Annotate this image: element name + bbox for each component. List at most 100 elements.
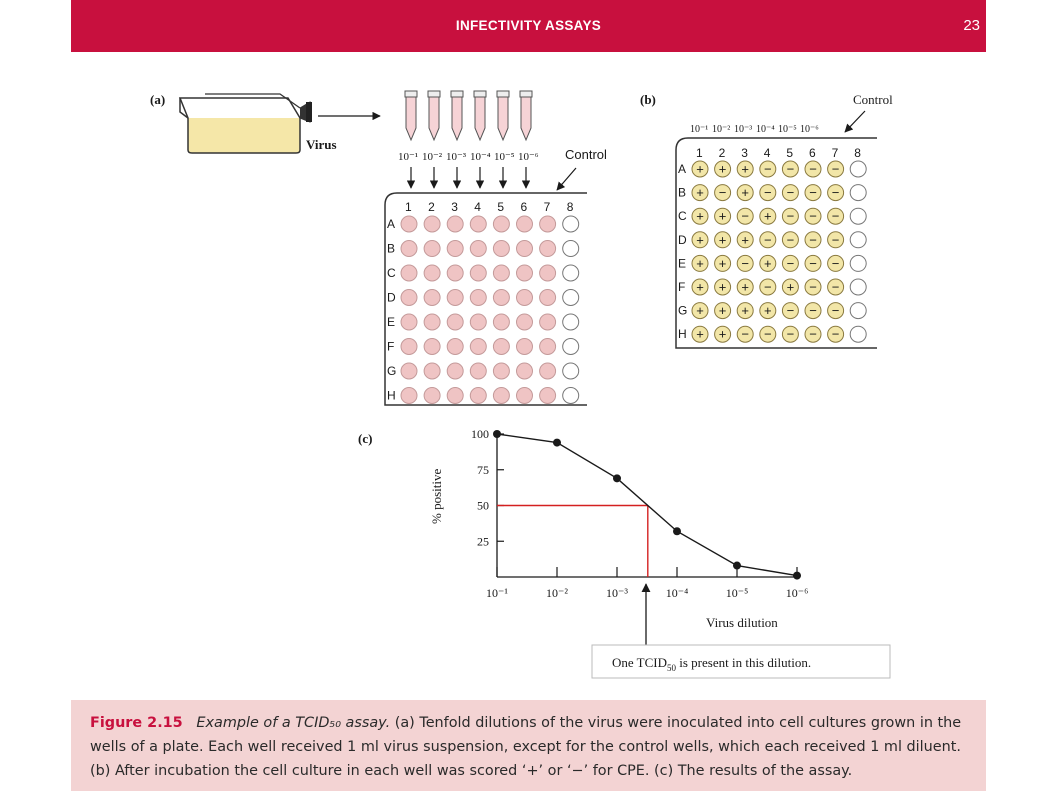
dilution-labels-a: 10⁻¹ 10⁻² 10⁻³ 10⁻⁴ 10⁻⁵ 10⁻⁶ — [398, 151, 539, 163]
well — [446, 264, 464, 282]
well — [423, 215, 441, 233]
negative-mark: − — [832, 327, 840, 342]
positive-mark: + — [719, 162, 727, 177]
row-label: D — [387, 291, 396, 305]
tube-group — [404, 90, 533, 142]
well — [714, 207, 732, 225]
caption-box: Figure 2.15 Example of a TCID₅₀ assay. (… — [71, 700, 986, 791]
column-label: 4 — [474, 200, 481, 214]
dilution-label: 10⁻³ — [446, 151, 467, 163]
column-label: 3 — [451, 200, 458, 214]
well — [492, 313, 510, 331]
page-header: INFECTIVITY ASSAYS 23 — [71, 0, 986, 52]
well — [714, 184, 732, 202]
caption-label: Figure 2.15 — [90, 715, 183, 731]
well — [804, 184, 822, 202]
well — [446, 313, 464, 331]
well — [827, 207, 845, 225]
well — [691, 254, 709, 272]
positive-mark: + — [696, 162, 704, 177]
well — [516, 338, 533, 355]
well — [827, 302, 845, 320]
tube-icon — [427, 90, 441, 142]
y-tick-label: 75 — [477, 463, 489, 477]
positive-mark: + — [719, 232, 727, 247]
well — [516, 387, 533, 404]
well — [849, 302, 867, 320]
annotation-suffix: is present in this dilution. — [676, 655, 811, 670]
positive-mark: + — [741, 303, 749, 318]
y-tick-label: 25 — [477, 534, 489, 548]
x-tick-label: 10⁻¹ — [486, 586, 508, 600]
well — [736, 254, 754, 272]
well — [446, 338, 464, 355]
negative-mark: − — [787, 256, 795, 271]
well — [804, 231, 822, 249]
well — [759, 231, 777, 249]
panel-a-label: (a) — [150, 92, 165, 107]
positive-mark: + — [696, 232, 704, 247]
column-label: 7 — [544, 200, 551, 214]
well — [446, 289, 464, 306]
x-tick-label: 10⁻⁴ — [666, 586, 689, 600]
x-tick-label: 10⁻² — [546, 586, 568, 600]
well — [423, 264, 441, 282]
y-tick-label: 50 — [477, 499, 489, 513]
well — [539, 387, 557, 404]
well — [781, 207, 799, 225]
dilution-labels-b: 10⁻¹ 10⁻² 10⁻³ 10⁻⁴ 10⁻⁵ 10⁻⁶ — [690, 124, 819, 135]
well — [781, 231, 799, 249]
column-label: 7 — [832, 146, 839, 160]
well — [539, 338, 557, 355]
well — [492, 362, 510, 380]
well — [714, 278, 732, 296]
negative-mark: − — [809, 232, 817, 247]
data-point — [673, 527, 681, 536]
positive-mark: + — [719, 209, 727, 224]
negative-mark: − — [832, 209, 840, 224]
row-label: E — [387, 315, 395, 329]
positive-mark: + — [696, 280, 704, 295]
well — [539, 240, 557, 257]
negative-mark: − — [809, 209, 817, 224]
well — [446, 215, 464, 233]
plate-a-outline — [384, 192, 587, 406]
positive-mark: + — [696, 185, 704, 200]
well — [759, 184, 777, 202]
negative-mark: − — [832, 162, 840, 177]
dilution-label: 10⁻⁴ — [470, 151, 491, 163]
dilution-label: 10⁻⁶ — [518, 151, 539, 163]
well — [691, 278, 709, 296]
column-label: 1 — [405, 200, 412, 214]
positive-mark: + — [696, 327, 704, 342]
well — [736, 278, 754, 296]
dilution-label: 10⁻⁵ — [494, 151, 515, 163]
positive-mark: + — [764, 303, 772, 318]
row-label: E — [678, 256, 686, 270]
well — [759, 160, 777, 178]
well — [400, 387, 418, 404]
negative-mark: − — [832, 185, 840, 200]
well — [539, 264, 557, 282]
negative-mark: − — [764, 185, 772, 200]
well — [781, 325, 799, 343]
figure-caption: Figure 2.15 Example of a TCID₅₀ assay. (… — [90, 711, 970, 783]
row-label: C — [387, 266, 396, 280]
row-label: C — [678, 209, 687, 223]
negative-mark: − — [787, 327, 795, 342]
well — [562, 215, 580, 233]
well — [423, 387, 441, 404]
column-label: 2 — [719, 146, 726, 160]
well — [714, 254, 732, 272]
negative-mark: − — [832, 303, 840, 318]
data-point — [553, 438, 561, 447]
well — [562, 313, 580, 331]
well — [759, 254, 777, 272]
well — [849, 207, 867, 225]
control-arrow-a — [556, 167, 577, 191]
well — [423, 289, 441, 306]
well — [827, 160, 845, 178]
well — [492, 338, 510, 355]
well — [516, 240, 533, 257]
negative-mark: − — [809, 256, 817, 271]
